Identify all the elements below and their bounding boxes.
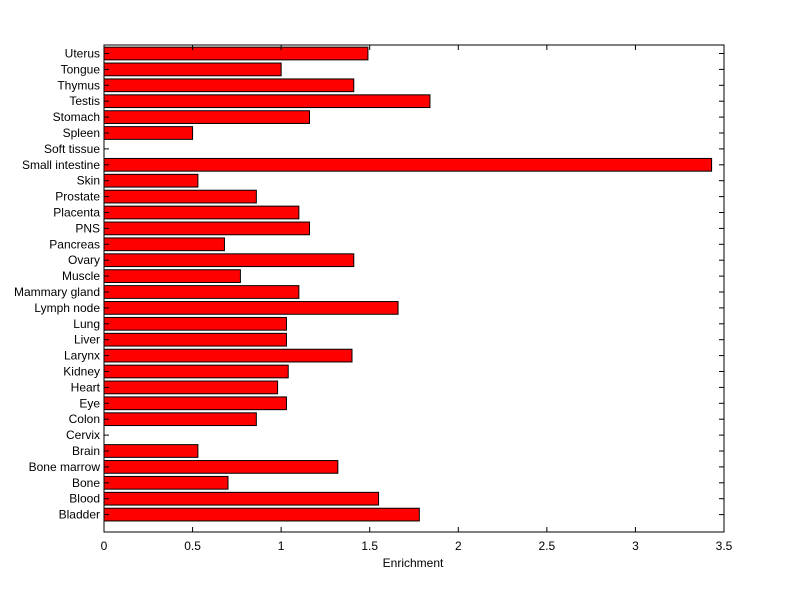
y-tick-label: Mammary gland	[14, 285, 100, 299]
y-tick-label: Spleen	[63, 126, 100, 140]
y-tick-label: Colon	[69, 412, 100, 426]
x-axis-label: Enrichment	[383, 556, 444, 570]
bar-lymph-node	[103, 301, 399, 315]
bar-pns	[103, 221, 310, 236]
y-tick-label: Heart	[71, 380, 101, 394]
plot-frame	[103, 44, 725, 533]
y-tick-label: Ovary	[68, 253, 100, 267]
bar-placenta	[103, 205, 300, 220]
y-tick-label: Bladder	[59, 508, 100, 522]
x-ticks-group: 0 0.5 1 1.5 2 2.5 3 3.5	[101, 45, 733, 553]
x-tick-label: 1.5	[361, 539, 378, 553]
bar-mammary-gland	[103, 285, 300, 299]
bar-larynx	[103, 348, 353, 363]
y-tick-label: Larynx	[64, 349, 100, 363]
bar-ovary	[103, 253, 355, 268]
y-tick-label: Bone marrow	[29, 460, 101, 474]
bar-skin	[103, 173, 199, 188]
bar-colon	[103, 412, 257, 427]
x-tick-label: 2	[455, 539, 462, 553]
y-tick-label: Small intestine	[22, 158, 100, 172]
y-tick-label: Skin	[77, 174, 100, 188]
y-tick-label: Uterus	[65, 47, 100, 61]
bar-tongue	[103, 62, 282, 77]
bar-heart	[103, 380, 279, 395]
bar-blood	[103, 491, 380, 506]
bar-muscle	[103, 269, 241, 283]
bar-eye	[103, 396, 287, 411]
y-tick-label: Eye	[79, 396, 100, 410]
y-tick-label: Thymus	[57, 78, 100, 92]
y-tick-label: Pancreas	[49, 237, 100, 251]
bar-thymus	[103, 78, 355, 93]
bar-spleen	[103, 126, 194, 140]
y-tick-label: Blood	[69, 492, 100, 506]
y-tick-label: Lung	[73, 317, 100, 331]
y-tick-label: Testis	[69, 94, 100, 108]
bar-brain	[103, 444, 199, 458]
x-tick-label: 0	[101, 539, 108, 553]
y-tick-label: Muscle	[62, 269, 100, 283]
bars-group	[103, 46, 713, 522]
x-tick-label: 3	[632, 539, 639, 553]
bar-bladder	[103, 507, 420, 522]
y-tick-label: Soft tissue	[44, 142, 100, 156]
bar-pancreas	[103, 237, 225, 252]
y-tick-label: Liver	[74, 333, 100, 347]
bar-small-intestine	[103, 157, 713, 172]
y-tick-label: Bone	[72, 476, 100, 490]
bar-prostate	[103, 189, 257, 204]
bar-bone-marrow	[103, 460, 339, 474]
bar-testis	[103, 94, 431, 109]
x-tick-label: 3.5	[716, 539, 733, 553]
y-tick-label: Tongue	[61, 62, 101, 76]
bar-lung	[103, 316, 287, 331]
y-tick-label: Prostate	[55, 190, 100, 204]
bar-stomach	[103, 110, 310, 124]
y-tick-label: Lymph node	[34, 301, 100, 315]
bar-kidney	[103, 364, 289, 379]
y-tick-label: Stomach	[53, 110, 100, 124]
x-tick-label: 0.5	[184, 539, 201, 553]
x-tick-label: 1	[278, 539, 285, 553]
y-tick-label: Placenta	[53, 206, 100, 220]
y-tick-label: Cervix	[66, 428, 100, 442]
y-tick-label: Brain	[72, 444, 100, 458]
bar-uterus	[103, 46, 369, 61]
bar-bone	[103, 475, 229, 490]
bar-liver	[103, 332, 287, 347]
y-tick-label: PNS	[75, 221, 100, 235]
y-tick-label: Kidney	[63, 365, 100, 379]
x-tick-label: 2.5	[539, 539, 556, 553]
